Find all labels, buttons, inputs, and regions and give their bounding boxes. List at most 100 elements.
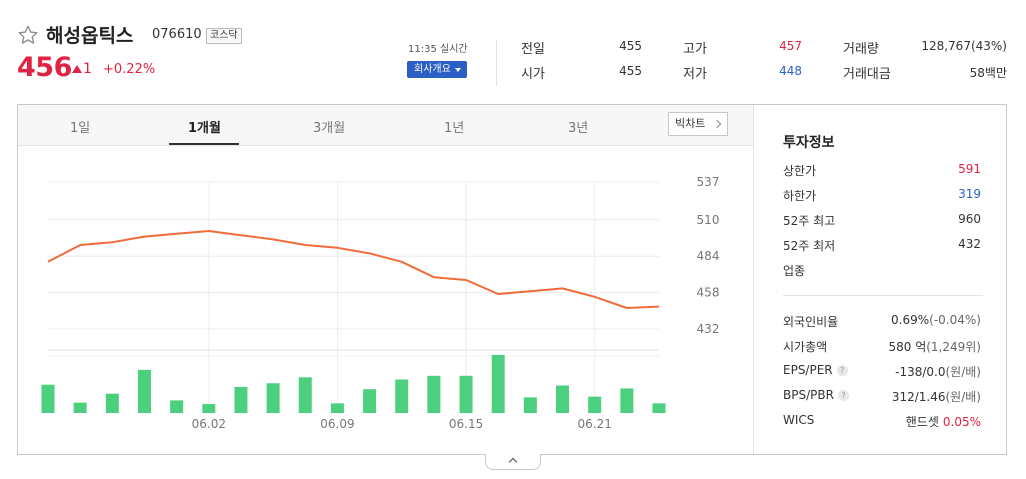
price-change-rate: +0.22% [103, 62, 156, 77]
company-overview-button[interactable]: 회사개요 [407, 61, 467, 78]
stock-name: 해성옵틱스 [46, 25, 134, 47]
up-arrow-icon [72, 65, 82, 73]
tab-1m[interactable]: 1개월 [188, 121, 221, 136]
panel-divider [753, 105, 754, 454]
volume-bar [363, 389, 377, 413]
invest-value-sub: (1,249위) [926, 340, 981, 354]
invest-label: 하한가 [783, 189, 817, 203]
help-icon[interactable]: ? [837, 390, 849, 401]
tab-3m[interactable]: 3개월 [313, 121, 346, 136]
invest-label: 52주 최고 [783, 214, 836, 228]
invest-value-main: 0.69% [891, 313, 930, 327]
volume-bar [234, 386, 248, 413]
invest-value: 0.69%(-0.04%) [891, 313, 981, 327]
prev-close-value: 455 [619, 39, 642, 53]
company-overview-label: 회사개요 [414, 64, 451, 75]
invest-value-sub: (원/배) [945, 365, 982, 379]
price-change: 1 [83, 61, 92, 77]
y-tick-label: 432 [697, 322, 720, 336]
invest-value: 580 억(1,249위) [888, 338, 981, 355]
x-tick-label: 06.09 [320, 417, 354, 431]
invest-value-sub: 0.05% [942, 415, 981, 429]
invest-label: 52주 최저 [783, 239, 836, 253]
volume-bar [137, 369, 151, 413]
high-label: 고가 [683, 42, 707, 57]
invest-value: 960 [958, 212, 981, 226]
tab-1y[interactable]: 1년 [444, 121, 465, 136]
caret-down-icon [455, 68, 461, 72]
y-tick-label: 510 [697, 213, 720, 227]
invest-value: 432 [958, 237, 981, 251]
low-value: 448 [779, 64, 802, 78]
high-value: 457 [779, 39, 802, 53]
current-price: 456 [17, 52, 72, 83]
volume-bar [105, 393, 119, 413]
volume-bar [330, 403, 344, 413]
invest-value-main: 312/1.46 [891, 390, 946, 404]
volume-bar [298, 377, 312, 413]
volume-bar [73, 402, 87, 413]
invest-value: 핸드셋 0.05% [906, 413, 981, 430]
volume-bar [491, 355, 505, 413]
volume-bar [556, 385, 570, 413]
invest-value-main: 580 억 [888, 340, 927, 354]
invest-label: 업종 [783, 264, 806, 278]
y-tick-label: 484 [697, 249, 720, 263]
stock-header: 해성옵틱스 076610 코스닥 456 1 +0.22% 11:35 실시간 … [0, 0, 1026, 100]
invest-value-sub: (-0.04%) [929, 313, 981, 327]
trade-amount-value: 58백만 [969, 66, 1007, 80]
market-badge: 코스닥 [206, 28, 242, 44]
help-icon[interactable]: ? [836, 365, 848, 376]
invest-label: EPS/PER? [783, 363, 848, 377]
invest-value-main: -138/0.0 [895, 365, 946, 379]
invest-label: BPS/PBR? [783, 388, 849, 402]
volume-label: 거래량 [843, 42, 879, 57]
x-tick-label: 06.15 [449, 417, 483, 431]
big-chart-label: 빅차트 [675, 117, 706, 130]
active-tab-indicator [169, 143, 239, 145]
price-chart[interactable]: 537 510 484 458 432 06.02 06.09 06.15 06.21 [18, 146, 753, 454]
invest-label: 외국인비율 [783, 315, 839, 329]
volume-bar [459, 375, 473, 413]
chevron-up-icon [508, 457, 518, 467]
tab-3y[interactable]: 3년 [568, 121, 589, 136]
open-value: 455 [619, 64, 642, 78]
volume-bar [427, 375, 441, 413]
invest-value-sub: (원/배) [945, 390, 982, 404]
invest-value-main: 핸드셋 [905, 415, 939, 429]
volume-bar [523, 397, 537, 413]
realtime-label: 11:35 실시간 [408, 44, 468, 55]
volume-bar [202, 404, 216, 413]
volume-bar [588, 396, 602, 413]
invest-value: -138/0.0(원/배) [895, 363, 981, 380]
invest-value: 312/1.46(원/배) [892, 388, 981, 405]
chart-panel: 1일 1개월 3개월 1년 3년 빅차트 537 510 484 458 432 06.0… [17, 104, 1007, 455]
tab-1d[interactable]: 1일 [70, 121, 91, 136]
star-icon[interactable] [17, 24, 39, 46]
trade-amount-label: 거래대금 [843, 67, 891, 82]
prev-close-label: 전일 [521, 42, 545, 57]
divider [496, 40, 497, 86]
low-label: 저가 [683, 67, 707, 82]
invest-divider [783, 295, 983, 296]
volume-bar [266, 383, 280, 413]
invest-label: WICS [783, 413, 815, 427]
volume-bar [41, 384, 55, 413]
invest-label: 상한가 [783, 164, 817, 178]
open-label: 시가 [521, 67, 545, 82]
period-tabs: 1일 1개월 3개월 1년 3년 빅차트 [18, 105, 753, 146]
price-line [47, 230, 660, 309]
invest-label: 시가총액 [783, 340, 828, 354]
big-chart-button[interactable]: 빅차트 [668, 112, 728, 136]
y-tick-label: 537 [697, 175, 720, 189]
volume-bar [652, 403, 666, 413]
y-tick-label: 458 [697, 286, 720, 300]
chevron-right-icon [712, 119, 722, 129]
x-tick-label: 06.21 [578, 417, 612, 431]
invest-value: 591 [958, 162, 981, 176]
collapse-button[interactable] [485, 454, 541, 470]
x-tick-label: 06.02 [192, 417, 226, 431]
invest-info-title: 투자정보 [783, 135, 835, 151]
invest-value: 319 [958, 187, 981, 201]
volume-bar [395, 379, 409, 413]
